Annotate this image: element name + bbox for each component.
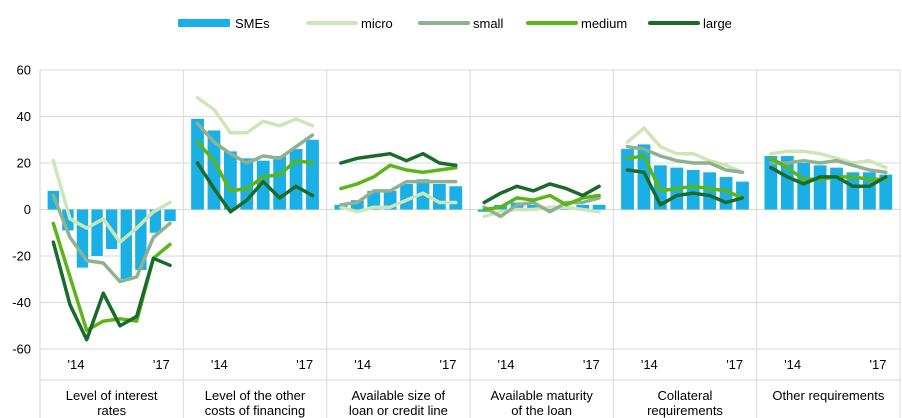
bar-smes bbox=[637, 144, 651, 210]
legend-label-small: small bbox=[473, 16, 503, 31]
legend-label-medium: medium bbox=[581, 16, 627, 31]
bar-smes bbox=[350, 200, 364, 210]
line-large bbox=[625, 168, 745, 207]
line-small bbox=[769, 158, 888, 175]
bar-smes bbox=[576, 204, 590, 210]
line-micro bbox=[195, 96, 315, 135]
x-tick-label: '14 bbox=[498, 357, 515, 372]
bar-smes bbox=[592, 204, 606, 210]
line-large bbox=[339, 151, 458, 168]
bar-smes bbox=[830, 167, 843, 210]
bar-smes bbox=[120, 209, 132, 280]
legend-label-micro: micro bbox=[361, 16, 393, 31]
line-large bbox=[482, 182, 601, 205]
legend-label-large: large bbox=[703, 16, 732, 31]
legend-label-smes: SMEs bbox=[235, 16, 270, 31]
line-small bbox=[339, 179, 458, 207]
line-micro bbox=[51, 158, 172, 244]
bar-smes bbox=[367, 190, 381, 210]
bar-smes bbox=[149, 209, 162, 233]
bar-smes bbox=[273, 156, 287, 210]
bar-smes bbox=[135, 209, 147, 270]
bar-smes bbox=[862, 172, 876, 210]
panel-5 bbox=[621, 126, 749, 210]
bar-smes bbox=[879, 174, 893, 210]
x-tick-label: '17 bbox=[583, 357, 600, 372]
x-tick-label: '17 bbox=[153, 357, 170, 372]
panels bbox=[47, 96, 893, 342]
bar-smes bbox=[256, 160, 270, 210]
bar-smes bbox=[621, 149, 634, 210]
panel-6 bbox=[764, 149, 893, 210]
line-medium bbox=[625, 154, 745, 200]
gridlines bbox=[39, 69, 901, 418]
line-micro bbox=[769, 149, 888, 170]
bar-smes bbox=[289, 149, 303, 210]
category-label: Collateral requirements bbox=[647, 388, 723, 418]
x-tick-label: '14 bbox=[68, 357, 85, 372]
line-large bbox=[769, 165, 888, 189]
line-medium bbox=[482, 193, 601, 212]
x-axis: '14 '17 Level of interest rates '14 '17 Level … bbox=[66, 357, 887, 418]
line-small bbox=[625, 144, 745, 175]
x-tick-label: '14 bbox=[784, 357, 801, 372]
bar-smes bbox=[846, 172, 860, 210]
category-label: Level of interest rates bbox=[66, 388, 158, 418]
y-axis: -60 -40 -20 0 20 40 60 bbox=[12, 63, 31, 357]
panel-4 bbox=[477, 182, 606, 219]
y-tick-label: -60 bbox=[12, 342, 31, 357]
x-tick-label: '17 bbox=[870, 357, 887, 372]
panel-2 bbox=[191, 96, 319, 214]
line-large bbox=[195, 161, 315, 214]
x-tick-label: '17 bbox=[440, 357, 457, 372]
line-micro bbox=[625, 126, 745, 175]
line-medium bbox=[339, 163, 458, 191]
bar-smes bbox=[62, 209, 74, 231]
x-tick-label: '14 bbox=[641, 357, 658, 372]
bar-smes bbox=[527, 204, 540, 210]
bar-smes bbox=[306, 139, 319, 210]
bar-smes bbox=[91, 209, 103, 256]
line-large bbox=[51, 240, 172, 342]
line-small bbox=[195, 121, 315, 165]
bar-smes bbox=[797, 163, 811, 210]
y-tick-label: 20 bbox=[17, 156, 31, 171]
line-small bbox=[482, 196, 601, 219]
bar-smes bbox=[449, 186, 463, 210]
category-label: Available size of loan or credit line bbox=[349, 388, 448, 418]
bar-smes bbox=[164, 209, 176, 222]
category-label: Available maturity of the loan bbox=[490, 388, 593, 418]
panel-1 bbox=[47, 158, 176, 342]
bar-smes bbox=[736, 181, 749, 210]
bar-smes bbox=[76, 209, 89, 268]
legend: SMEs micro small medium large bbox=[178, 16, 732, 31]
x-tick-label: '14 bbox=[211, 357, 228, 372]
bar-smes bbox=[703, 172, 717, 210]
y-tick-label: -20 bbox=[12, 249, 31, 264]
bar-smes bbox=[432, 183, 446, 210]
legend-swatch-smes bbox=[178, 19, 230, 27]
line-medium bbox=[195, 140, 315, 193]
bar-smes bbox=[207, 130, 221, 210]
y-tick-label: 0 bbox=[24, 202, 31, 217]
panel-3 bbox=[334, 151, 463, 214]
category-label: Level of the other costs of financing bbox=[205, 388, 306, 418]
bar-smes bbox=[813, 165, 827, 210]
x-tick-label: '17 bbox=[726, 357, 743, 372]
y-tick-label: 60 bbox=[17, 63, 31, 78]
y-tick-label: -40 bbox=[12, 295, 31, 310]
line-micro bbox=[339, 191, 458, 214]
y-tick-label: 40 bbox=[17, 109, 31, 124]
x-tick-label: '17 bbox=[296, 357, 313, 372]
x-tick-label: '14 bbox=[354, 357, 371, 372]
bar-smes bbox=[686, 169, 700, 210]
category-label: Other requirements bbox=[772, 388, 884, 403]
line-small bbox=[51, 193, 172, 284]
bar-smes bbox=[223, 151, 237, 210]
